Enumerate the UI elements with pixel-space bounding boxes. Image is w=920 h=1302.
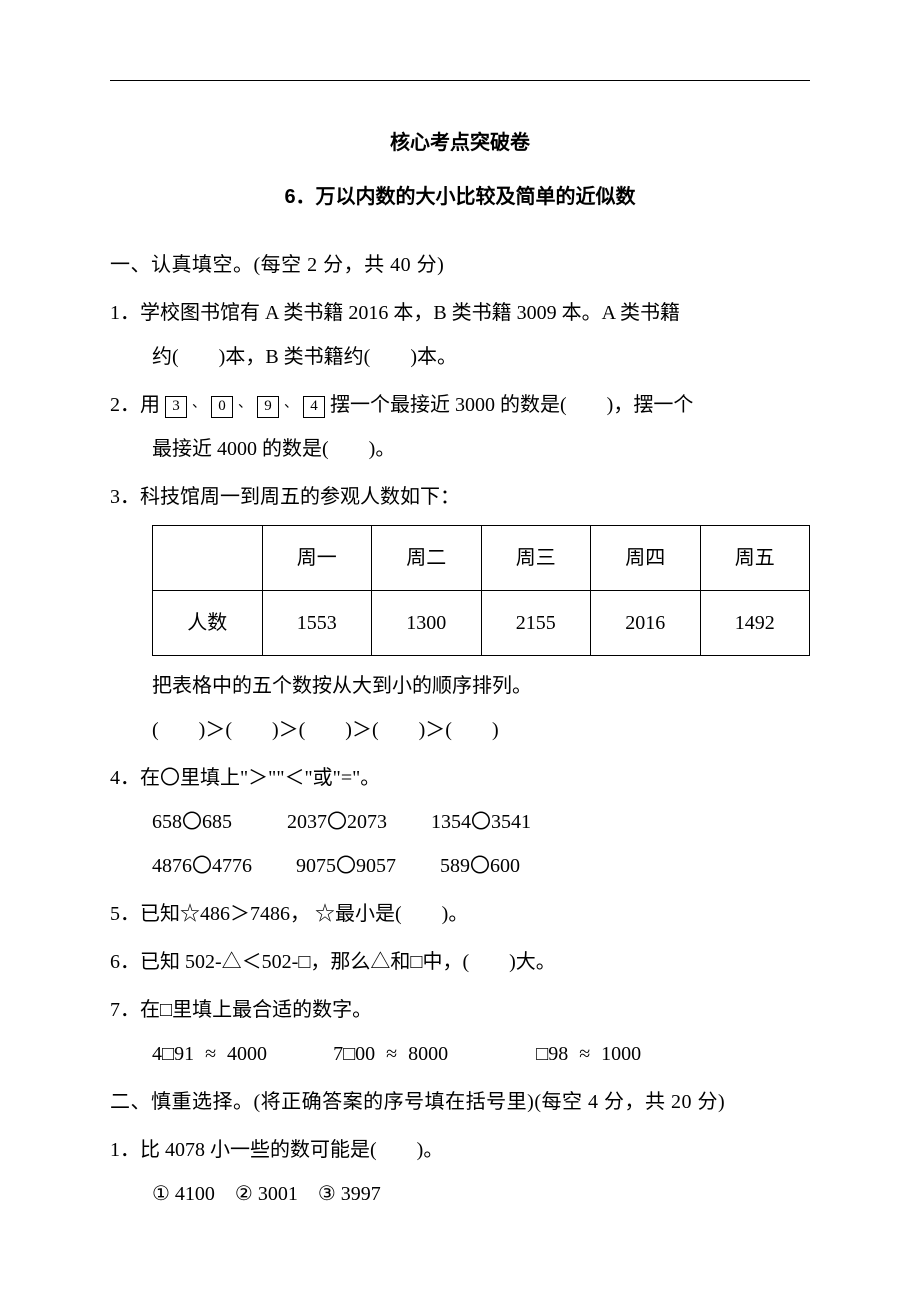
card-2: 9 <box>257 396 279 418</box>
q5: 5．已知☆486＞7486， ☆最小是( )。 <box>110 892 810 936</box>
q7: 7．在□里填上最合适的数字。 4□91 ≈ 4000 7□00 ≈ 8000 □… <box>110 988 810 1076</box>
q3-table: 周一 周二 周三 周四 周五 人数 1553 1300 2155 2016 14… <box>152 525 810 656</box>
card-3: 4 <box>303 396 325 418</box>
q4-r2a: 4876〇4776 <box>152 855 252 877</box>
q7-a: 4□91 ≈ 4000 <box>152 1043 267 1065</box>
table-cell-2: 2155 <box>481 591 591 656</box>
table-cell-1: 1300 <box>372 591 482 656</box>
table-row-label: 人数 <box>153 591 263 656</box>
s2-q1-text: 1．比 4078 小一些的数可能是( )。 <box>110 1139 443 1161</box>
q1-line2: 约( )本，B 类书籍约( )本。 <box>110 335 810 379</box>
q1: 1．学校图书馆有 A 类书籍 2016 本，B 类书籍 3009 本。A 类书籍… <box>110 291 810 379</box>
q2: 2．用 3 、 0 、 9 、 4 摆一个最接近 3000 的数是( )，摆一个… <box>110 383 810 471</box>
s2-q1: 1．比 4078 小一些的数可能是( )。 ① 4100 ② 3001 ③ 39… <box>110 1128 810 1216</box>
q4-line1: 4．在〇里填上"＞""＜"或"="。 <box>110 767 380 789</box>
q7-row: 4□91 ≈ 4000 7□00 ≈ 8000 □98 ≈ 1000 <box>110 1032 810 1076</box>
table-cell-4: 1492 <box>700 591 810 656</box>
q5-text: 5．已知☆486＞7486， ☆最小是( )。 <box>110 903 468 925</box>
q2-pre: 2．用 <box>110 394 160 416</box>
table-cell-0: 1553 <box>262 591 372 656</box>
q3-line2: 把表格中的五个数按从大到小的顺序排列。 <box>110 664 810 708</box>
table-header-2: 周二 <box>372 526 482 591</box>
q7-c: □98 ≈ 1000 <box>536 1043 641 1065</box>
table-header-5: 周五 <box>700 526 810 591</box>
section1-head: 一、认真填空。(每空 2 分，共 40 分) <box>110 243 810 287</box>
title-main: 核心考点突破卷 <box>110 121 810 165</box>
q3-line3: ( )＞( )＞( )＞( )＞( ) <box>110 708 810 752</box>
q4-r1c: 1354〇3541 <box>431 811 531 833</box>
q2-mid: 摆一个最接近 3000 的数是( )，摆一个 <box>330 394 693 416</box>
table-row: 人数 1553 1300 2155 2016 1492 <box>153 591 810 656</box>
q7-b: 7□00 ≈ 8000 <box>333 1043 448 1065</box>
s2-q1-opts-text: ① 4100 ② 3001 ③ 3997 <box>152 1183 381 1205</box>
q4-row2: 4876〇4776 9075〇9057 589〇600 <box>110 844 810 888</box>
horizontal-rule-top <box>110 80 810 81</box>
card-sep-2: 、 <box>283 389 299 420</box>
card-0: 3 <box>165 396 187 418</box>
s2-q1-opts: ① 4100 ② 3001 ③ 3997 <box>110 1172 810 1216</box>
q4-row1: 658〇685 2037〇2073 1354〇3541 <box>110 800 810 844</box>
card-1: 0 <box>211 396 233 418</box>
q7-line1: 7．在□里填上最合适的数字。 <box>110 999 372 1021</box>
q3: 3．科技馆周一到周五的参观人数如下： 周一 周二 周三 周四 周五 人数 155… <box>110 475 810 752</box>
q4-r2c: 589〇600 <box>440 855 520 877</box>
table-row: 周一 周二 周三 周四 周五 <box>153 526 810 591</box>
q2-cards: 3 、 0 、 9 、 4 <box>165 387 325 418</box>
q1-line1: 1．学校图书馆有 A 类书籍 2016 本，B 类书籍 3009 本。A 类书籍 <box>110 291 810 335</box>
q2-line2: 最接近 4000 的数是( )。 <box>110 427 810 471</box>
table-header-4: 周四 <box>591 526 701 591</box>
card-sep-0: 、 <box>191 389 207 420</box>
table-header-blank <box>153 526 263 591</box>
table-header-1: 周一 <box>262 526 372 591</box>
section2-head: 二、慎重选择。(将正确答案的序号填在括号里)(每空 4 分，共 20 分) <box>110 1080 810 1124</box>
q4: 4．在〇里填上"＞""＜"或"="。 658〇685 2037〇2073 135… <box>110 756 810 888</box>
q3-line1: 3．科技馆周一到周五的参观人数如下： <box>110 486 460 508</box>
q6: 6．已知 502-△＜502-□，那么△和□中，( )大。 <box>110 940 810 984</box>
title-sub: 6．万以内数的大小比较及简单的近似数 <box>110 175 810 219</box>
q4-r1a: 658〇685 <box>152 811 232 833</box>
q6-text: 6．已知 502-△＜502-□，那么△和□中，( )大。 <box>110 951 556 973</box>
q4-r1b: 2037〇2073 <box>287 811 387 833</box>
q4-r2b: 9075〇9057 <box>296 855 396 877</box>
table-cell-3: 2016 <box>591 591 701 656</box>
table-header-3: 周三 <box>481 526 591 591</box>
card-sep-1: 、 <box>237 389 253 420</box>
